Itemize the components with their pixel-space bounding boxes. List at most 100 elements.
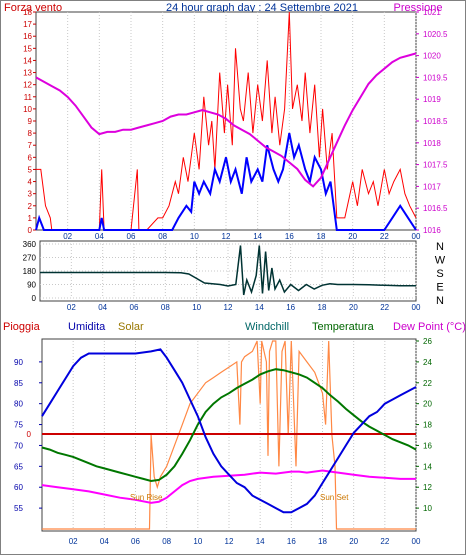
direction-label-w: W [435,255,446,267]
panel1-x-tick-label: 10 [190,232,199,241]
panel3-x-tick-label: 02 [69,537,78,546]
panel1-left-tick-label: 16 [23,32,32,41]
pressure-series [35,52,417,188]
panel1-x-tick-label: 16 [285,232,294,241]
panel3-x-tick-label: 00 [412,537,421,546]
panel1-left-tick-label: 6 [28,153,33,162]
panel3-x-tick-label: 20 [349,537,358,546]
solar-label: Solar [118,321,144,333]
panel1-left-tick-label: 9 [28,117,33,126]
rain-value-label: 0 [27,430,32,439]
panel1-left-tick-label: 14 [23,56,32,65]
panel3-x-tick-label: 18 [318,537,327,546]
wind-gust-series [36,11,417,231]
sunset-annotation: Sun Set [320,493,349,502]
panel1-x-tick-label: 22 [380,232,389,241]
panel3-left-tick-label: 80 [14,400,23,409]
panel3-left-tick-label: 85 [14,379,23,388]
panel1-x-tick-label: 20 [348,232,357,241]
panel3-left-tick-label: 60 [14,483,23,492]
humidity-series [41,348,417,514]
panel2-x-tick-label: 04 [98,303,107,312]
panel3-x-tick-label: 12 [225,537,234,546]
panel1-right-tick-label: 1016.5 [423,204,448,213]
panel2-x-tick-label: 10 [192,303,201,312]
panel1-right-tick-label: 1020.5 [423,30,448,39]
panel1-left-tick-label: 2 [28,202,33,211]
panel1-x-tick-label: 14 [253,232,262,241]
dewpoint-label: Dew Point (°C) [393,321,466,333]
panel1-left-tick-label: 17 [23,20,32,29]
dewpoint-series [41,469,416,504]
panel1-left-tick-label: 11 [24,93,33,102]
chart-title: 24 hour graph day : 24 Settembre 2021 [166,2,358,14]
panel2-x-tick-label: 22 [380,303,389,312]
wind-speed-axis-label: Forza vento [4,2,62,14]
panel3-x-tick-label: 06 [131,537,140,546]
panel1-right-tick-label: 1019 [423,95,441,104]
panel1-left-tick-label: 3 [28,190,33,199]
panel2-x-tick-label: 12 [224,303,233,312]
panel3-left-tick-label: 75 [14,421,23,430]
humidity-label: Umidita [68,321,106,333]
panel1-x-tick-label: 18 [317,232,326,241]
rain-label: Pioggia [3,321,41,333]
panel3-x-tick-label: 10 [193,537,202,546]
panel3-right-tick-label: 12 [423,483,432,492]
panel1-right-tick-label: 1018 [423,139,441,148]
panel2-x-tick-label: 20 [349,303,358,312]
panel1-left-tick-label: 15 [23,44,32,53]
temperature-series [41,368,417,483]
panel2-left-tick-label: 0 [32,294,37,303]
panel1-left-tick-label: 12 [23,81,32,90]
panel2-x-tick-label: 08 [161,303,170,312]
panel2-x-tick-label: 14 [255,303,264,312]
panel3-left-tick-label: 65 [14,462,23,471]
panel1-left-tick-label: 8 [28,129,33,138]
panel2-x-tick-label: 06 [130,303,139,312]
panel3-right-tick-label: 22 [423,379,432,388]
panel1-x-tick-label: 08 [158,232,167,241]
sunrise-annotation: Sun Rise [130,493,163,502]
panel1-x-tick-label: 00 [412,232,421,241]
temperature-humidity-panel: 55 60 65 70 75 80 85 90 10 12 14 16 18 20 22 24 26 02 04… [14,337,432,546]
panel1-right-tick-label: 1019.5 [423,73,448,82]
panel1-left-tick-label: 0 [28,226,33,235]
panel2-x-tick-label: 02 [67,303,76,312]
panel2-left-tick-label: 360 [23,240,37,249]
panel2-left-tick-label: 270 [23,254,37,263]
panel3-left-tick-label: 55 [14,504,23,513]
pressure-axis-label: Pressione [394,2,443,14]
wind-direction-series [40,245,416,296]
panel2-x-tick-label: 18 [318,303,327,312]
windchill-label: Windchill [245,321,289,333]
panel1-x-tick-label: 04 [95,232,104,241]
panel1-right-tick-label: 1018.5 [423,117,448,126]
panel3-right-tick-label: 14 [423,462,432,471]
panel1-x-tick-label: 02 [63,232,72,241]
direction-label-n: N [436,241,444,253]
panel1-x-tick-label: 06 [127,232,136,241]
panel1-right-tick-label: 1017 [423,182,441,191]
panel3-right-tick-label: 16 [423,441,432,450]
panel3-x-tick-label: 14 [256,537,265,546]
direction-label-e: E [436,282,443,294]
panel3-right-tick-label: 24 [423,358,432,367]
panel3-x-tick-label: 22 [380,537,389,546]
panel3-right-tick-label: 18 [423,421,432,430]
panel3-right-tick-label: 10 [423,504,432,513]
panel1-left-tick-label: 1 [28,214,33,223]
panel3-left-tick-label: 70 [14,441,23,450]
panel2-left-tick-label: 180 [23,267,37,276]
direction-label-s: S [436,268,443,280]
panel1-right-tick-label: 1020 [423,52,441,61]
panel2-x-tick-label: 16 [286,303,295,312]
panel3-right-tick-label: 26 [423,337,432,346]
panel3-x-tick-label: 16 [287,537,296,546]
panel1-x-tick-label: 12 [222,232,231,241]
temperature-label: Temperatura [312,321,375,333]
panel3-x-tick-label: 08 [162,537,171,546]
panel1-right-tick-label: 1016 [423,226,441,235]
